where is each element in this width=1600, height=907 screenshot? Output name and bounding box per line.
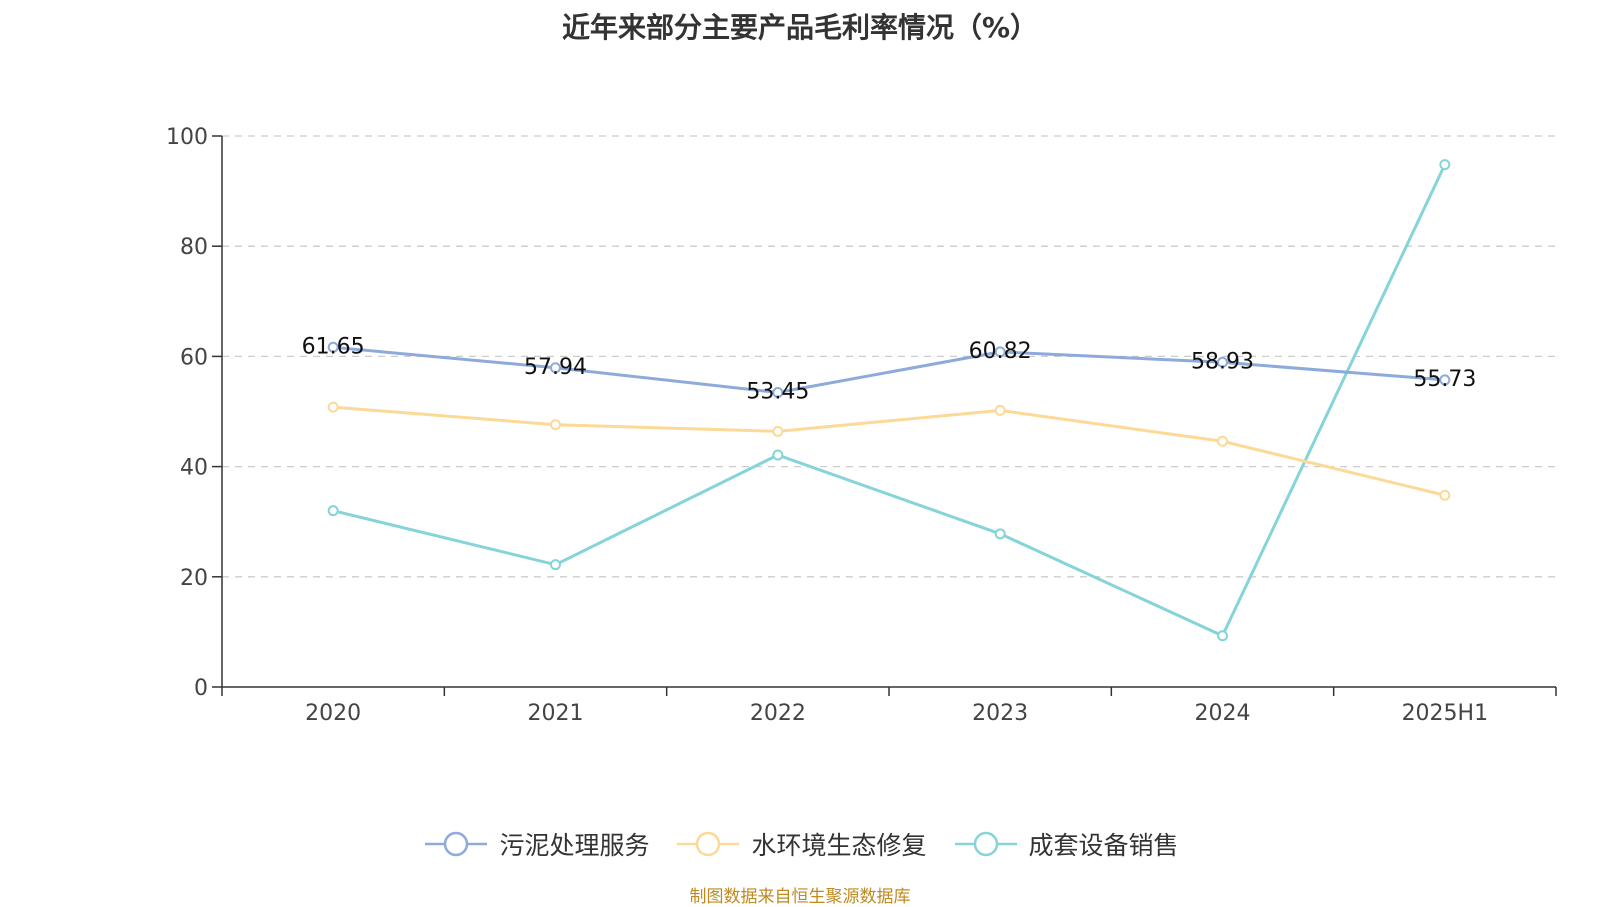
data-point — [327, 505, 339, 517]
data-label: 53.45 — [746, 379, 809, 404]
x-tick-label: 2024 — [1195, 701, 1251, 726]
chart-title: 近年来部分主要产品毛利率情况（%） — [561, 11, 1039, 44]
data-point — [1439, 159, 1451, 171]
data-labels: 61.65 57.94 53.45 60.82 58.93 55.73 — [302, 334, 1477, 404]
data-point — [1217, 630, 1228, 642]
series-line — [333, 405, 1446, 497]
data-point — [1217, 435, 1228, 447]
y-tick-label: 0 — [194, 676, 208, 701]
y-tick-label: 60 — [180, 345, 208, 370]
data-point — [550, 362, 561, 374]
data-point — [772, 449, 784, 461]
data-point — [327, 341, 339, 353]
x-tick-label: 2021 — [528, 701, 584, 726]
y-tick-label: 100 — [166, 125, 208, 150]
data-point — [772, 386, 784, 398]
legend: 污泥处理服务 水环境生态修复 成套设备销售 — [0, 826, 1600, 862]
data-point — [772, 425, 784, 437]
data-point — [550, 419, 561, 431]
x-tick-label: 2023 — [972, 701, 1028, 726]
legend-item[interactable]: 污泥处理服务 — [421, 826, 649, 862]
data-label: 55.73 — [1413, 367, 1476, 392]
x-tick-label: 2025H1 — [1402, 701, 1489, 726]
legend-line-circle-icon — [677, 831, 740, 857]
data-label: 57.94 — [524, 355, 587, 380]
legend-label: 污泥处理服务 — [499, 831, 650, 860]
x-tick-label: 2020 — [305, 701, 361, 726]
y-tick-label: 80 — [180, 235, 208, 260]
data-point — [994, 528, 1006, 540]
legend-label: 成套设备销售 — [1028, 831, 1179, 860]
data-point — [994, 346, 1006, 358]
data-point — [1217, 356, 1228, 368]
x-tick-label: 2022 — [750, 701, 806, 726]
data-point — [327, 401, 339, 413]
legend-line-circle-icon — [954, 831, 1017, 857]
source-note: 制图数据来自恒生聚源数据库 — [689, 887, 911, 907]
data-label: 61.65 — [302, 334, 365, 359]
data-point — [1439, 489, 1451, 501]
legend-label: 水环境生态修复 — [751, 831, 927, 860]
axes: 0 20 40 60 80 100 2020 2021 2022 2023 2024 2025H1 — [166, 125, 1557, 726]
y-tick-label: 20 — [180, 566, 208, 591]
series-line — [332, 164, 1447, 638]
legend-item[interactable]: 成套设备销售 — [951, 826, 1179, 862]
data-label: 58.93 — [1191, 349, 1254, 374]
data-point — [550, 559, 561, 571]
series-lines — [327, 159, 1451, 642]
y-tick-label: 40 — [180, 456, 208, 481]
data-label: 60.82 — [969, 339, 1032, 364]
data-point — [1439, 374, 1451, 386]
data-point — [994, 404, 1006, 416]
series-line — [333, 345, 1445, 394]
legend-line-circle-icon — [425, 831, 488, 857]
legend-item[interactable]: 水环境生态修复 — [673, 826, 927, 862]
